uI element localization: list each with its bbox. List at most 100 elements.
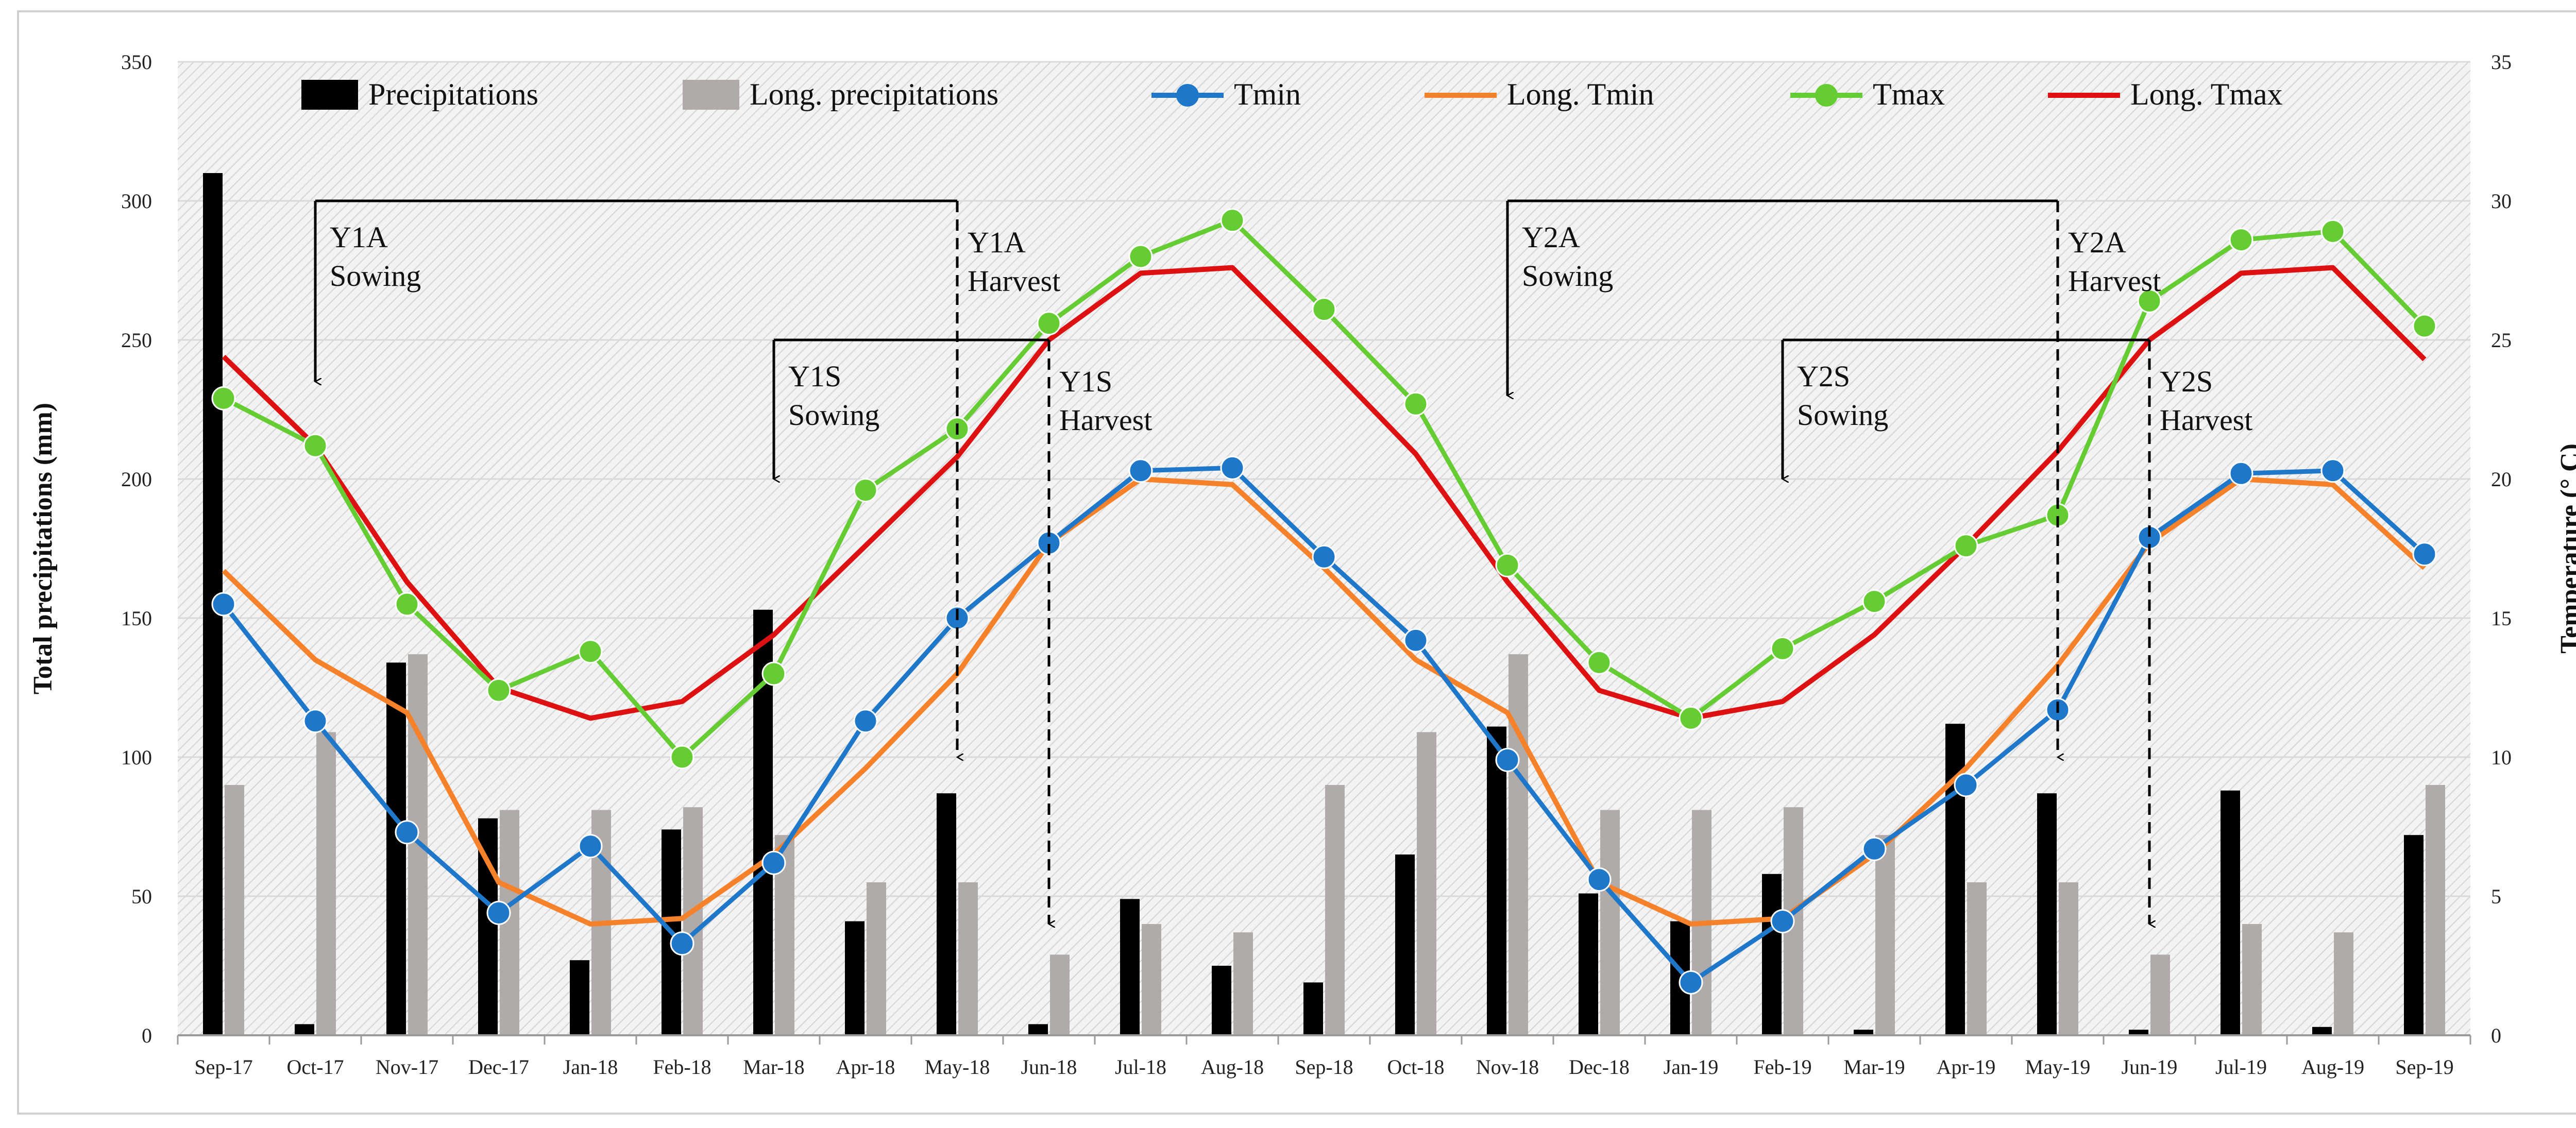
harvest-label-code: Y1A xyxy=(968,226,1026,259)
tmax-point xyxy=(578,639,603,664)
x-tick-label: Mar-19 xyxy=(1843,1055,1905,1079)
precipitation-bar xyxy=(845,921,865,1035)
tmin-point xyxy=(2229,461,2253,486)
y-right-tick-label: 35 xyxy=(2491,50,2512,74)
long-precipitation-bar xyxy=(1875,835,1895,1035)
harvest-label-text: Harvest xyxy=(968,264,1060,298)
harvest-label-code: Y2S xyxy=(2160,365,2213,398)
long-precipitation-bar xyxy=(2426,785,2445,1035)
tmin-point xyxy=(211,592,236,617)
tmin-point xyxy=(1862,836,1887,861)
tmax-point xyxy=(1587,650,1612,675)
precipitation-bar xyxy=(1395,854,1415,1035)
tmax-point xyxy=(761,661,786,686)
x-tick-label: Feb-18 xyxy=(653,1055,711,1079)
long-precipitation-bar xyxy=(2242,924,2262,1035)
tmax-point xyxy=(1862,589,1887,614)
tmax-point xyxy=(395,592,419,617)
legend-layer: Precipitations Long. precipitations Tmin Lo… xyxy=(301,77,2283,111)
tmin-point xyxy=(1220,455,1245,480)
x-tick-label: Oct-18 xyxy=(1387,1055,1444,1079)
tmin-point xyxy=(1495,747,1520,772)
y-left-axis-title: Total precipitations (mm) xyxy=(28,403,58,694)
tmin-point xyxy=(1128,458,1153,483)
x-tick-label: Sep-17 xyxy=(194,1055,252,1079)
x-tick-label: Apr-18 xyxy=(836,1055,895,1079)
precipitation-bar xyxy=(1854,1030,1873,1035)
x-tick-label: Apr-19 xyxy=(1937,1055,1996,1079)
legend-long-tmax: Long. Tmax xyxy=(2048,77,2283,111)
tmax-point xyxy=(1679,706,1703,730)
x-tick-label: Aug-18 xyxy=(1201,1055,1264,1079)
legend-label: Long. Tmax xyxy=(2130,77,2283,111)
tmax-point xyxy=(2229,228,2253,252)
legend-marker xyxy=(1815,84,1838,107)
legend-label: Long. precipitations xyxy=(750,77,998,111)
tmax-point xyxy=(1128,244,1153,269)
precipitation-bar xyxy=(2312,1027,2332,1035)
precipitation-bar xyxy=(1762,874,1782,1035)
long-precipitation-bar xyxy=(1509,654,1528,1035)
x-tick-label: May-19 xyxy=(2025,1055,2091,1079)
precipitation-bar xyxy=(2404,835,2424,1035)
y-right-tick-label: 5 xyxy=(2491,885,2501,908)
legend-label: Tmin xyxy=(1234,77,1301,111)
x-tick-label: Aug-19 xyxy=(2301,1055,2364,1079)
tmax-point xyxy=(211,386,236,411)
legend-label: Precipitations xyxy=(368,77,538,111)
legend-long-precipitations: Long. precipitations xyxy=(683,77,998,111)
tmax-point xyxy=(1495,553,1520,577)
sowing-label-text: Sowing xyxy=(1522,259,1613,293)
long-precipitation-bar xyxy=(1142,924,1161,1035)
tmin-point xyxy=(1770,909,1795,934)
tmax-point xyxy=(2137,288,2162,313)
legend-marker xyxy=(1176,84,1199,107)
long-precipitation-bar xyxy=(2150,954,2170,1035)
precipitation-bar xyxy=(2221,790,2240,1035)
y-right-axis-title: Temperature (° C) xyxy=(2555,443,2576,654)
y-right-tick-label: 10 xyxy=(2491,746,2512,769)
y-right-tick-label: 30 xyxy=(2491,190,2512,213)
long-precipitation-bar xyxy=(958,882,978,1035)
x-tick-label: Sep-18 xyxy=(1295,1055,1353,1079)
y-left-tick-label: 300 xyxy=(121,190,152,213)
sowing-label-text: Sowing xyxy=(788,398,879,432)
y-left-tick-label: 100 xyxy=(121,746,152,769)
precipitation-bar xyxy=(295,1024,314,1035)
x-tick-label: Nov-17 xyxy=(376,1055,438,1079)
tmin-point xyxy=(303,709,328,733)
x-tick-label: Jul-19 xyxy=(2215,1055,2267,1079)
legend-label: Long. Tmin xyxy=(1507,77,1654,111)
y-right-tick-label: 20 xyxy=(2491,468,2512,491)
legend-precipitations: Precipitations xyxy=(301,77,538,111)
precipitation-bar xyxy=(1303,982,1323,1035)
sowing-label-text: Sowing xyxy=(1797,398,1888,432)
tmax-point xyxy=(1403,391,1428,416)
legend-tmin: Tmin xyxy=(1151,77,1301,111)
sowing-label-code: Y1A xyxy=(330,220,388,254)
y-left-tick-label: 200 xyxy=(121,468,152,491)
precipitation-bar xyxy=(1487,726,1506,1035)
precipitation-bar xyxy=(386,662,406,1035)
tmax-point xyxy=(853,478,878,503)
precipitation-bar xyxy=(2129,1030,2148,1035)
annotation-y2a: Y2A Sowing Y2A Harvest xyxy=(1506,199,2161,757)
tmin-point xyxy=(2320,458,2345,483)
long-precipitation-bar xyxy=(867,882,886,1035)
long-precipitation-bar xyxy=(1967,882,1987,1035)
bars-layer xyxy=(203,173,2445,1035)
annotation-y2s: Y2S Sowing Y2S Harvest xyxy=(1781,338,2252,924)
tmax-point xyxy=(303,433,328,458)
tmin-point xyxy=(395,820,419,845)
harvest-label-text: Harvest xyxy=(2160,403,2252,437)
precipitation-bar xyxy=(2037,793,2057,1035)
tmax-point xyxy=(1220,208,1245,233)
axes-layer: 0 50 100 150 200 250 300 350 0 5 10 15 20 25 30 35 Sep-1… xyxy=(121,50,2512,1079)
precipitation-bar xyxy=(570,960,589,1035)
harvest-label-text: Harvest xyxy=(1059,403,1152,437)
x-tick-label: Jan-18 xyxy=(563,1055,618,1079)
legend-swatch xyxy=(301,80,358,110)
harvest-label-code: Y1S xyxy=(1059,365,1112,398)
tmax-point xyxy=(486,678,511,703)
